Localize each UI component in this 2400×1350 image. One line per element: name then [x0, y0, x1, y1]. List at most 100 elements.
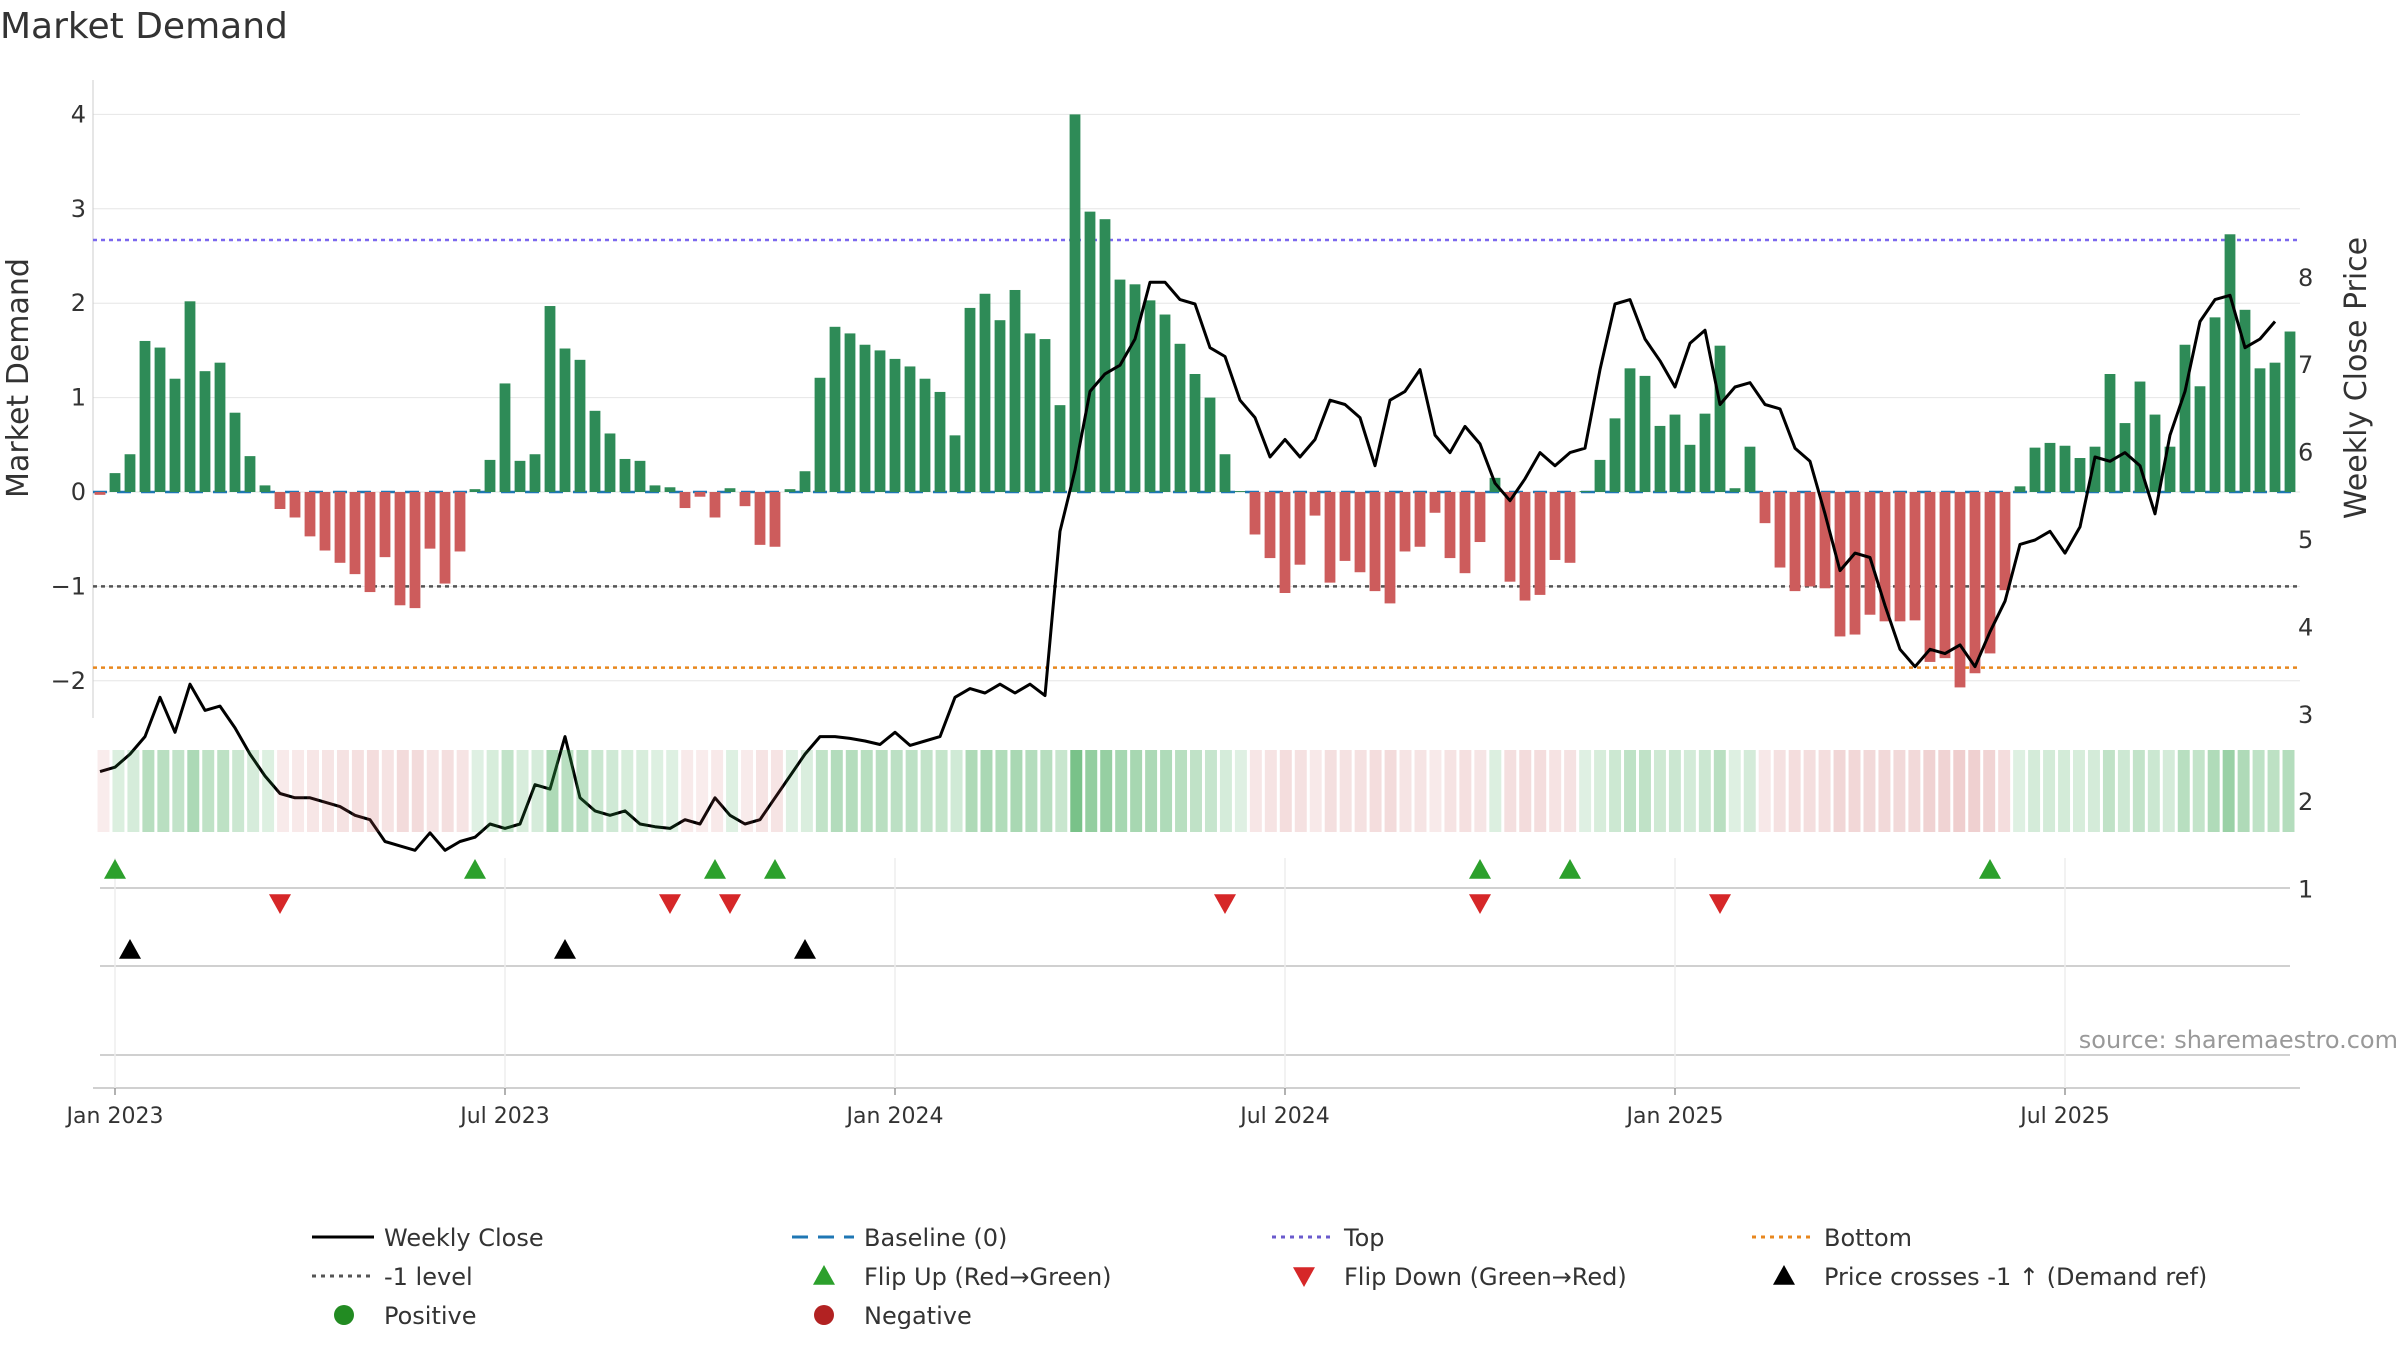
negative-bar [439, 492, 451, 584]
price-cross-marker [794, 939, 816, 959]
heat-cell [2177, 750, 2190, 832]
positive-bar [1069, 114, 1081, 493]
heat-cell [561, 750, 574, 832]
positive-bar [139, 340, 151, 492]
y2-tick-label: 3 [2298, 701, 2313, 729]
positive-bar [259, 485, 271, 492]
negative-bar [1249, 492, 1261, 535]
x-tick-label: Jul 2024 [1238, 1104, 1330, 1129]
heat-cell [1848, 750, 1861, 832]
legend-label: Price crosses -1 ↑ (Demand ref) [1824, 1263, 2207, 1291]
heat-cell [1474, 750, 1487, 832]
heat-cell [2147, 750, 2160, 832]
heat-cell [636, 750, 649, 832]
heat-cell [516, 750, 529, 832]
heat-cell [1638, 750, 1651, 832]
heat-cell [411, 750, 424, 832]
negative-bar [349, 492, 361, 575]
heat-cell [2162, 750, 2175, 832]
x-tick-label: Jul 2023 [458, 1104, 550, 1129]
heat-cell [2222, 750, 2235, 832]
positive-bar [874, 350, 886, 492]
heat-cell [741, 750, 754, 832]
positive-bar [2239, 309, 2251, 492]
negative-bar [1474, 492, 1486, 543]
heat-cell [890, 750, 903, 832]
heat-cell [1743, 750, 1756, 832]
flip-up-marker [1979, 859, 2001, 879]
negative-bar [1804, 492, 1816, 587]
heat-cell [785, 750, 798, 832]
positive-bar [949, 435, 961, 492]
legend-swatch [813, 1265, 835, 1285]
y2-tick-label: 4 [2298, 613, 2313, 641]
heat-cell [1893, 750, 1906, 832]
heat-cell [830, 750, 843, 832]
x-tick-label: Jul 2025 [2018, 1104, 2110, 1129]
heat-cell [1040, 750, 1053, 832]
negative-bar [1279, 492, 1291, 594]
heat-cell [1624, 750, 1636, 832]
heat-cell [2028, 750, 2041, 832]
positive-bar [2269, 362, 2281, 492]
negative-bar [1879, 492, 1891, 622]
positive-bar [1609, 418, 1621, 492]
heat-cell [1923, 750, 1936, 832]
demand-bars [94, 114, 2296, 688]
negative-bar [1549, 492, 1561, 560]
negative-bar [454, 492, 466, 552]
negative-bar [304, 492, 316, 537]
positive-bar [1129, 284, 1141, 492]
positive-bar [109, 473, 121, 492]
heat-cell [336, 750, 349, 832]
positive-bar [1654, 425, 1666, 492]
heat-cell [845, 750, 858, 832]
legend-label: Baseline (0) [864, 1224, 1007, 1252]
negative-bar [1819, 492, 1831, 589]
positive-bar [1639, 375, 1651, 492]
event-markers [93, 858, 2300, 1089]
heat-cell [1818, 750, 1831, 832]
positive-bar [184, 301, 196, 492]
heat-cell [381, 750, 394, 832]
negative-bar [769, 492, 781, 547]
heat-cell [1773, 750, 1786, 832]
heat-cell [1713, 750, 1726, 832]
heat-cell [1145, 750, 1158, 832]
negative-bar [289, 492, 301, 518]
heat-cell [142, 750, 155, 832]
positive-bar [529, 454, 541, 492]
heat-cell [1294, 750, 1307, 832]
negative-bar [319, 492, 331, 551]
heat-cell [995, 750, 1008, 832]
heat-cell [1698, 750, 1711, 832]
flip-up-marker [1559, 859, 1581, 879]
heat-cell [980, 750, 993, 832]
positive-bar [1714, 345, 1726, 492]
legend-swatch [814, 1305, 834, 1325]
negative-bar [334, 492, 346, 563]
positive-bar [904, 366, 916, 492]
positive-bar [199, 371, 211, 492]
positive-bar [619, 458, 631, 492]
positive-bar [589, 410, 601, 492]
heat-cell [1519, 750, 1532, 832]
heat-cell [1908, 750, 1921, 832]
positive-bar [2179, 344, 2191, 492]
positive-bar [829, 326, 841, 492]
heat-cell [1459, 750, 1472, 832]
chart-title: Market Demand [0, 6, 288, 47]
negative-bar [1459, 492, 1471, 574]
positive-bar [1684, 444, 1696, 492]
heat-cell [217, 750, 230, 832]
heat-cell [920, 750, 933, 832]
heat-cell [1504, 750, 1517, 832]
heat-cell [307, 750, 319, 832]
heat-cell [756, 750, 768, 832]
flip-down-marker [719, 894, 741, 914]
heat-cell [97, 750, 110, 832]
flip-down-marker [659, 894, 681, 914]
heat-cell [1025, 750, 1038, 832]
negative-bar [1909, 492, 1921, 621]
negative-bar [1864, 492, 1876, 615]
